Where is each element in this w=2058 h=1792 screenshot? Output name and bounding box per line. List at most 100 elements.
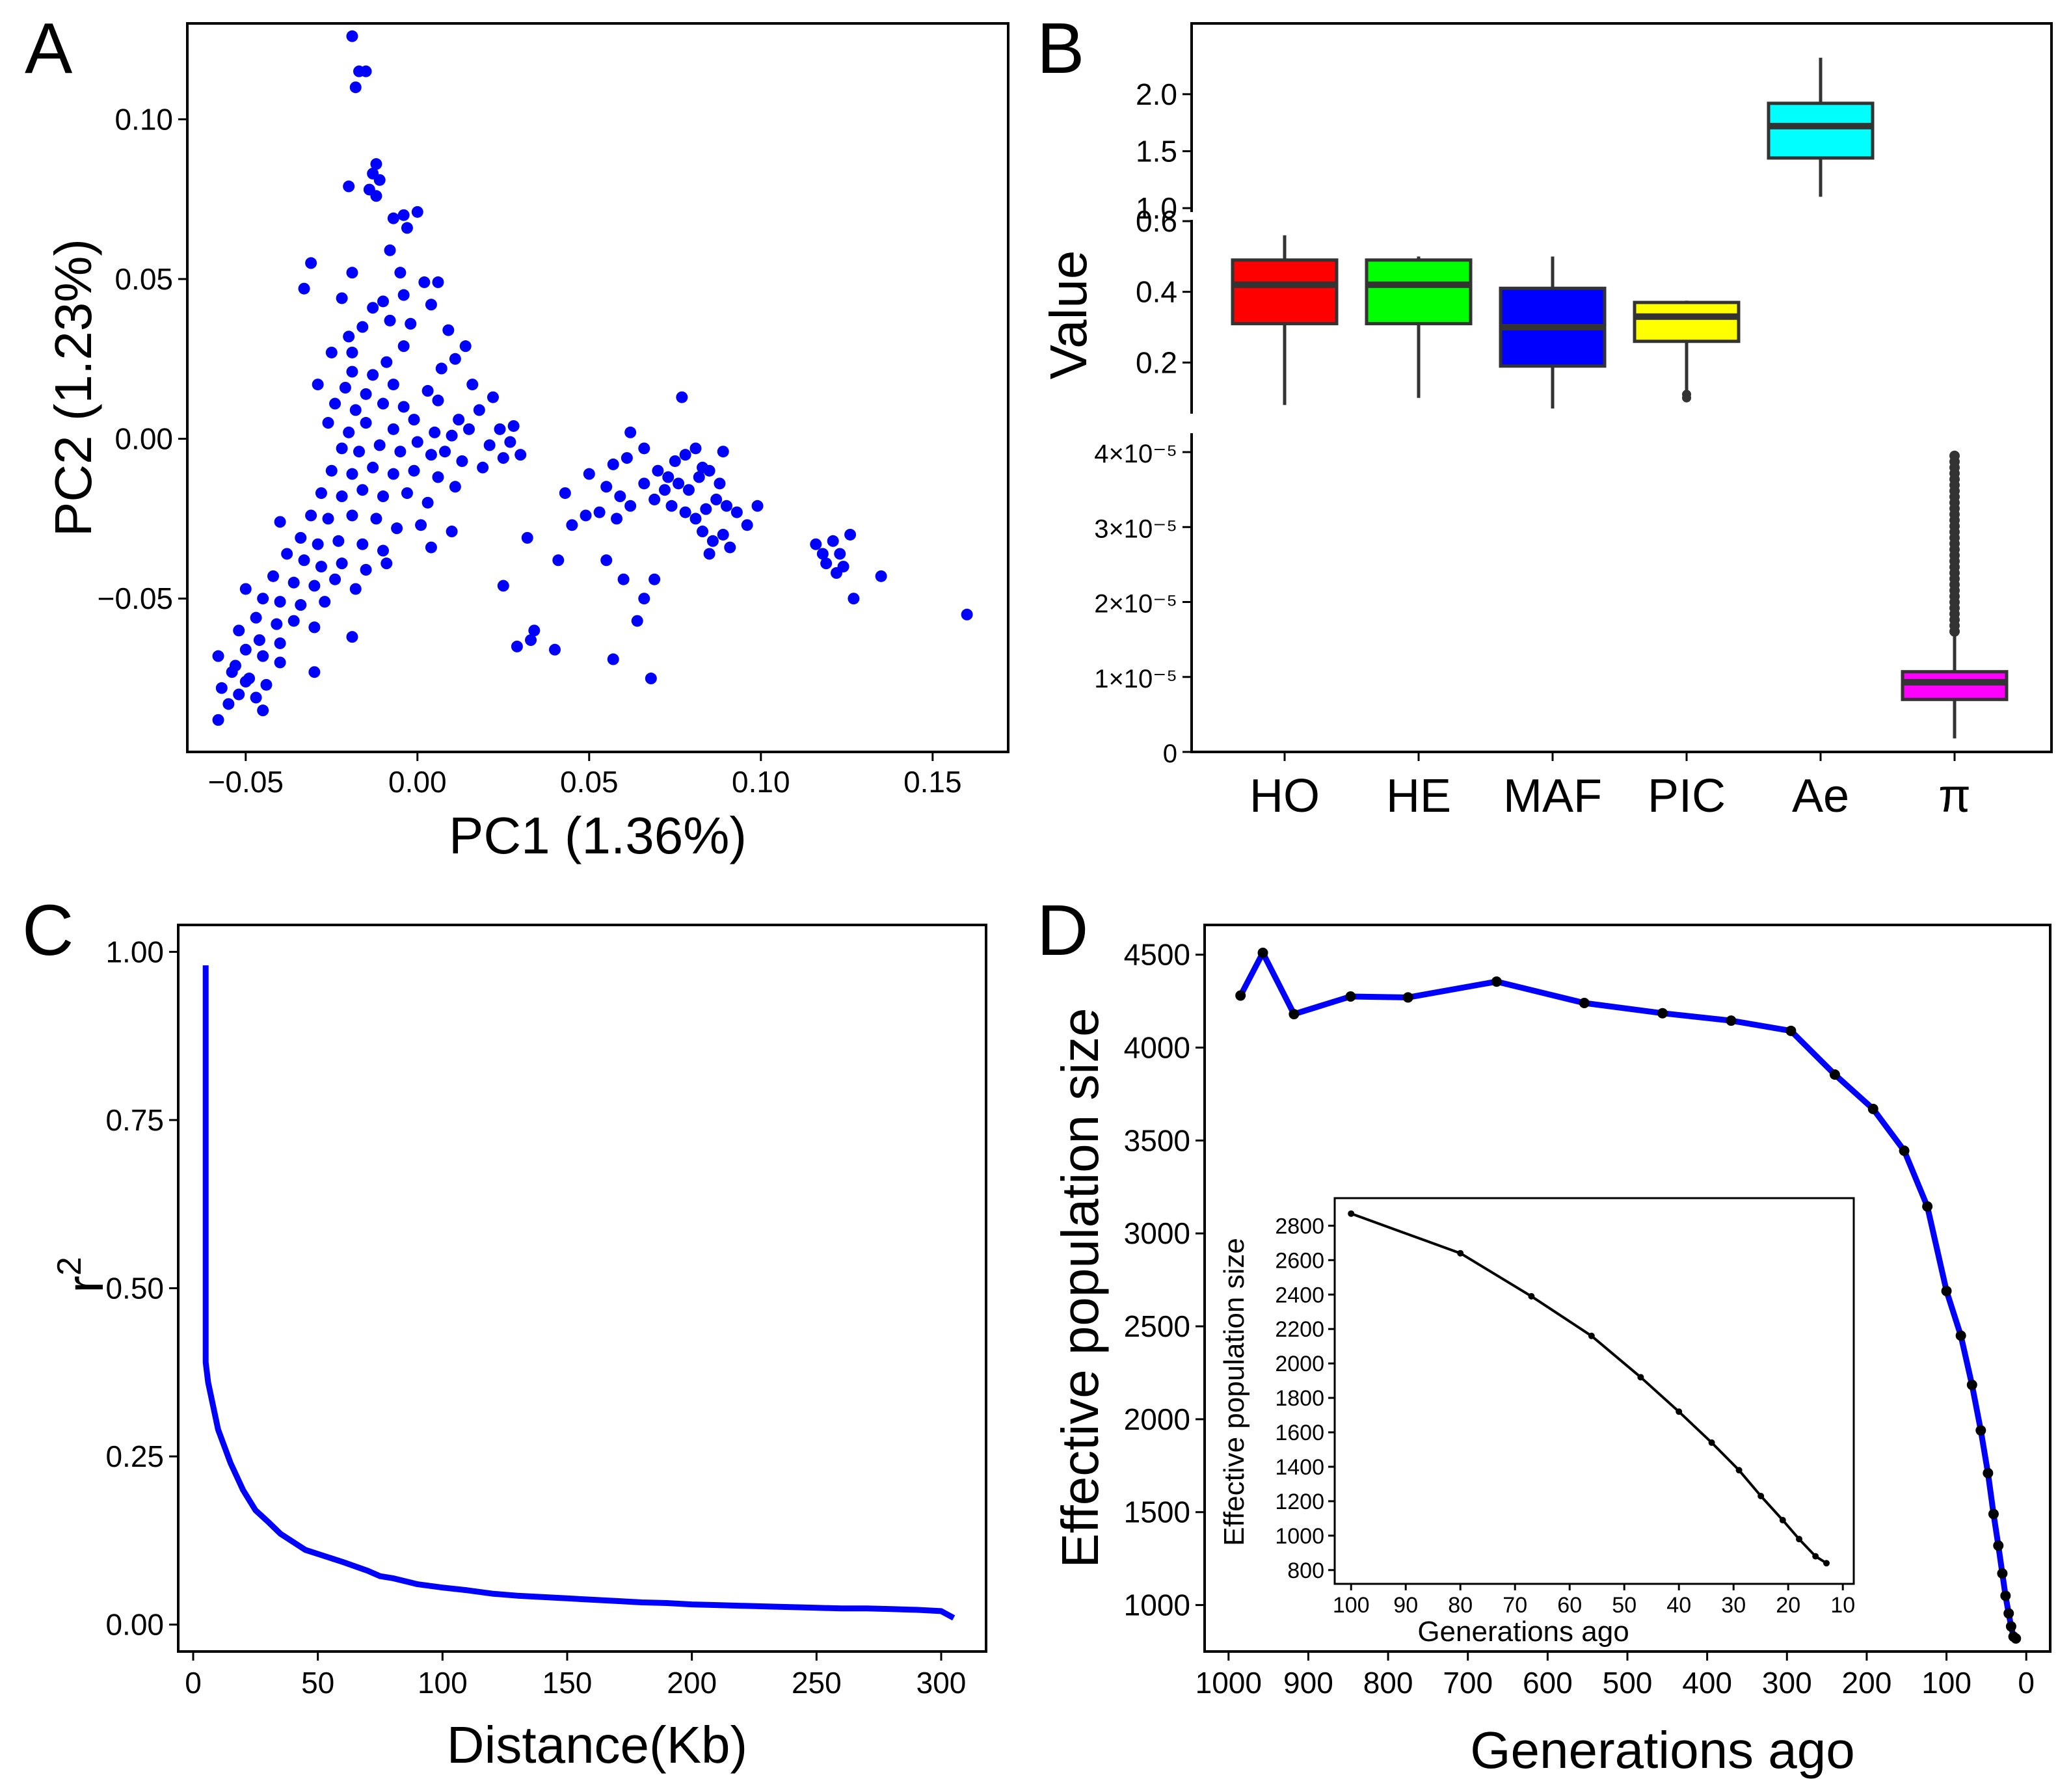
panel-a-point: [682, 484, 695, 496]
panel-a-point: [384, 244, 396, 256]
panel-a-point: [411, 436, 423, 448]
panel-a-point: [487, 391, 499, 403]
panel-a-point: [377, 490, 389, 503]
panel-a-point: [432, 471, 444, 483]
panel-a-point: [435, 362, 448, 375]
panel-a-point: [446, 429, 458, 442]
inset-point: [1457, 1250, 1464, 1257]
inset-x-tick-label: 10: [1830, 1593, 1855, 1618]
panel-b-category-label: HE: [1386, 770, 1451, 822]
panel-d-y-tick-label: 2000: [1124, 1402, 1190, 1436]
panel-d-point: [1988, 1508, 1999, 1519]
panel-a-point: [346, 346, 358, 358]
panel-a-point: [356, 484, 369, 496]
panel-a-point: [274, 637, 286, 649]
panel-d-point: [1941, 1285, 1952, 1296]
panel-a-point: [714, 477, 726, 490]
panel-a-point: [844, 528, 857, 541]
panel-a-point: [401, 222, 413, 234]
panel-a-point: [397, 289, 410, 301]
panel-a-point: [346, 366, 358, 378]
panel-d-point: [1899, 1145, 1910, 1157]
panel-a-point: [429, 426, 441, 438]
inset-point: [1528, 1292, 1535, 1300]
panel-a-point: [250, 611, 262, 624]
panel-a-point: [669, 455, 681, 467]
panel-a-y-tick-label: 0.00: [114, 422, 173, 456]
box-3: [1633, 301, 1741, 343]
panel-a-point: [287, 615, 300, 627]
panel-a-point: [387, 212, 399, 224]
panel-a-point: [408, 414, 420, 426]
panel-c-ld-decay-line: [202, 965, 956, 1621]
box-outlier: [1682, 390, 1691, 399]
panel-a-point: [432, 276, 444, 288]
panel-a-point: [411, 206, 423, 218]
panel-d-point: [1235, 990, 1246, 1001]
panel-d-y-title: Effective population size: [1051, 1008, 1109, 1568]
panel-a-point: [648, 493, 661, 505]
panel-a-point: [343, 180, 355, 193]
panel-a-point: [494, 423, 506, 435]
panel-a-point: [260, 678, 273, 691]
panel-d-x-tick-label: 100: [1921, 1666, 1971, 1700]
panel-a-point: [397, 401, 410, 413]
panel-d-inset: 100 90 80 70 60 50 40 30 20 10 800 1000 1200 1400 1600…: [1218, 1197, 1855, 1648]
panel-d-x-tick-label: 700: [1443, 1666, 1493, 1700]
panel-a-point: [566, 519, 578, 531]
panel-a-point: [730, 506, 743, 518]
inset-y-tick-label: 1000: [1275, 1524, 1324, 1549]
panel-a-point: [312, 538, 324, 550]
panel-a-point: [377, 295, 389, 308]
panel-a-point: [325, 346, 338, 358]
panel-a-point: [810, 538, 822, 550]
panel-a-point: [689, 442, 702, 455]
panel-a-point: [552, 554, 565, 567]
panel-a-point: [456, 455, 468, 467]
inset-point: [1779, 1517, 1786, 1524]
panel-d-x-tick-label: 600: [1523, 1666, 1573, 1700]
panel-a-y-tick-label: 0.10: [114, 102, 173, 136]
inset-y-tick-label: 2200: [1275, 1317, 1324, 1342]
inset-point: [1823, 1560, 1830, 1567]
panel-a-point: [679, 506, 691, 518]
panel-a-point: [706, 535, 719, 547]
panel-d-point: [2003, 1608, 2014, 1619]
panel-d-point: [1491, 976, 1502, 987]
panel-a-point: [381, 356, 393, 368]
panel-a-point: [239, 675, 252, 688]
panel-a-point: [658, 484, 671, 496]
panel-d-line: 1000 900 800 700 600 500 400 300 200 100 010001500…: [1051, 924, 2051, 1779]
panel-d-x-tick-label: 500: [1603, 1666, 1653, 1700]
panel-a-point: [583, 468, 595, 480]
panel-a-point: [397, 340, 410, 353]
panel-d-point: [2000, 1590, 2011, 1601]
inset-point: [1708, 1439, 1715, 1446]
panel-a-point: [827, 535, 839, 547]
panel-a-point: [697, 526, 709, 538]
inset-x-tick-label: 40: [1666, 1593, 1691, 1618]
panel-a-point: [645, 673, 657, 685]
box-1: [1365, 258, 1473, 326]
box-outlier: [1949, 626, 1960, 637]
panel-a-point: [421, 496, 434, 509]
panel-a-point: [239, 583, 252, 595]
panel-d-point: [1579, 997, 1590, 1008]
panel-a-point: [397, 209, 410, 221]
panel-c-y-title: r2: [51, 1257, 114, 1293]
panel-a-point: [432, 394, 444, 407]
panel-a-point: [367, 369, 379, 381]
panel-a-point: [250, 691, 262, 704]
panel-c-y-tick-label: 0.25: [105, 1439, 164, 1473]
inset-x-title: Generations ago: [1417, 1616, 1629, 1648]
panel-a-point: [507, 420, 520, 432]
panel-a-point: [439, 446, 451, 458]
panel-d-y-tick-label: 4000: [1124, 1031, 1190, 1065]
panel-a-point: [308, 666, 321, 678]
panel-a-point: [222, 698, 235, 710]
panel-d-point: [1289, 1009, 1300, 1020]
panel-d-point: [1867, 1103, 1878, 1114]
panel-c-x-tick-label: 100: [418, 1666, 468, 1700]
panel-a-points: [212, 30, 973, 726]
panel-a-point: [343, 330, 355, 343]
